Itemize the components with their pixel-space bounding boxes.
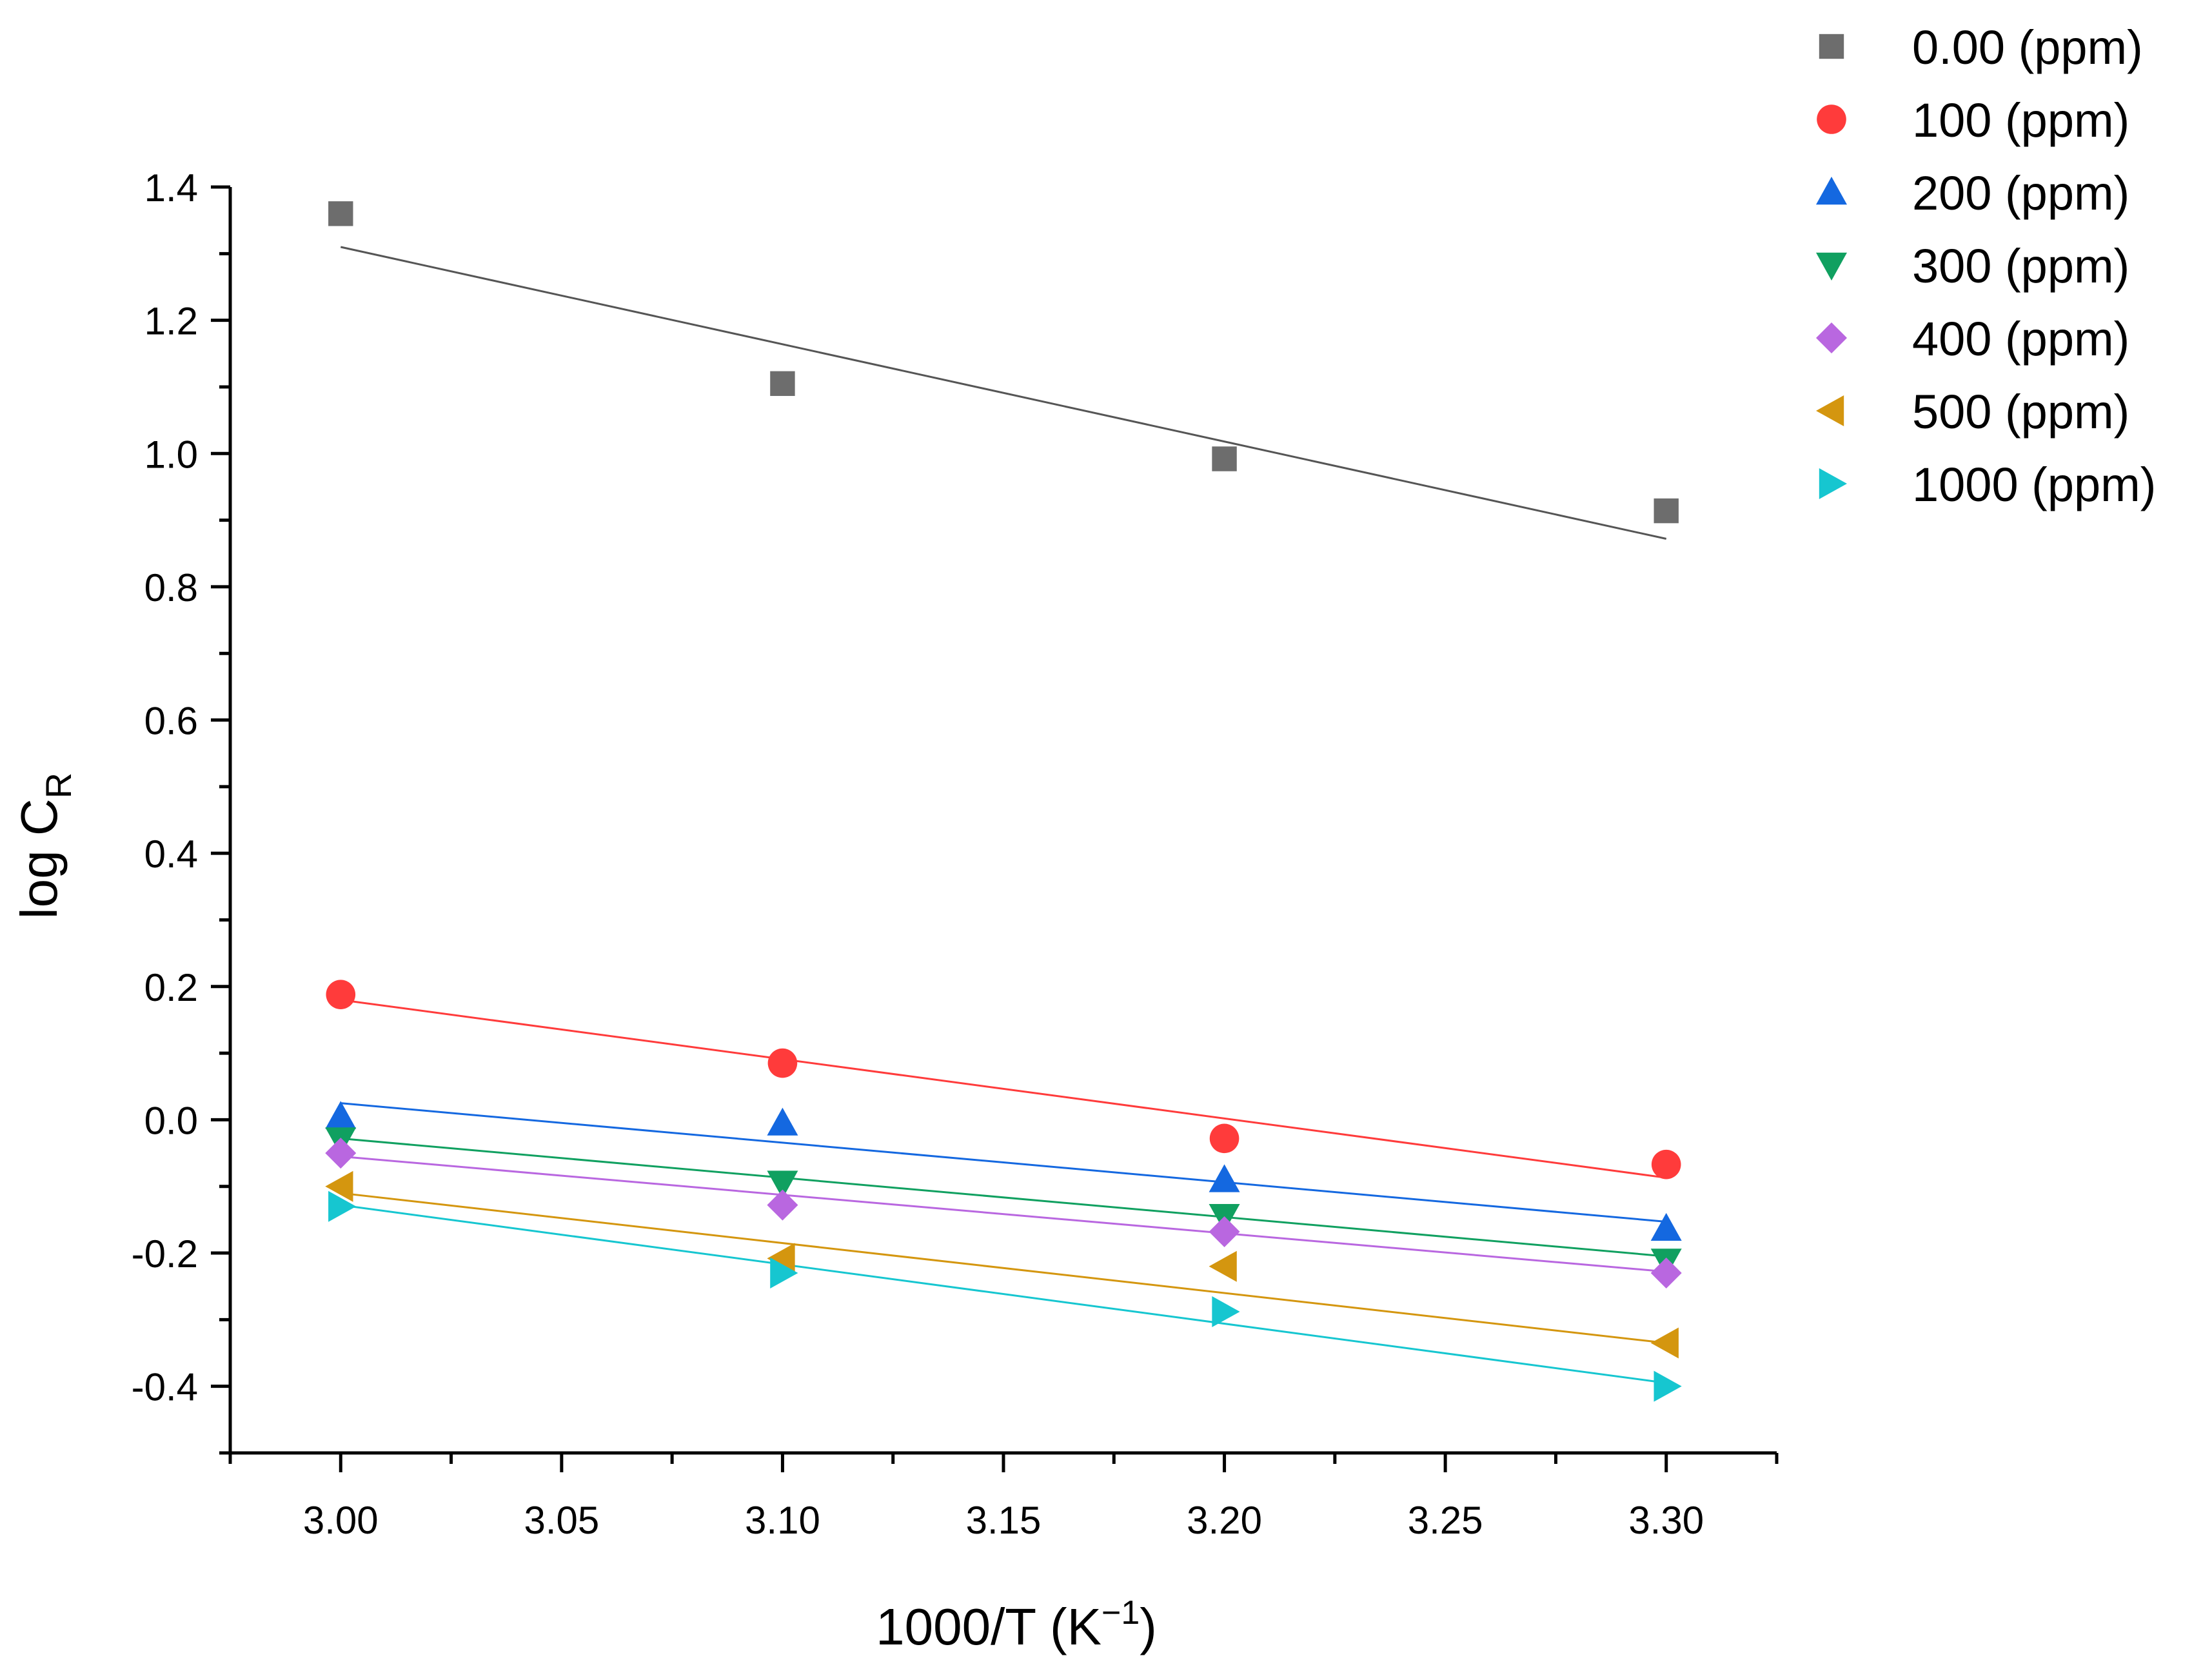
data-point-series-1 <box>767 1048 798 1078</box>
y-tick-label: -0.2 <box>132 1232 198 1276</box>
y-tick-label: 0.6 <box>144 700 198 743</box>
legend-marker <box>1816 322 1847 353</box>
data-point-series-0 <box>1212 446 1237 471</box>
data-point-series-4 <box>767 1189 798 1221</box>
legend-marker <box>1816 395 1844 426</box>
x-tick-label: 3.25 <box>1408 1499 1483 1542</box>
data-point-series-2 <box>325 1101 357 1129</box>
data-point-series-5 <box>767 1243 795 1274</box>
axes: 3.00 3.05 3.10 3.15 3.20 3.25 3.30 -0.4 -0.2 0.0 0… <box>10 166 1779 1655</box>
data-point-series-1 <box>1209 1123 1239 1154</box>
y-tick-label: -0.4 <box>132 1366 198 1409</box>
data-point-series-1 <box>326 980 356 1009</box>
y-axis-title: log CR <box>10 773 79 919</box>
data-point-series-6 <box>328 1190 357 1222</box>
data-point-series-0 <box>328 201 353 226</box>
legend-marker <box>1819 468 1847 499</box>
y-tick-label: 1.2 <box>144 300 198 343</box>
data-point-series-4 <box>1209 1216 1240 1247</box>
data-markers <box>325 201 1682 1402</box>
x-tick-label: 3.30 <box>1628 1499 1704 1542</box>
legend: 0.00 (ppm) 100 (ppm) 200 (ppm) 300 (ppm) 400… <box>1816 21 2156 511</box>
y-tick-label: 0.4 <box>144 833 198 876</box>
y-tick-label: 1.4 <box>144 166 198 210</box>
legend-label: 1000 (ppm) <box>1912 458 2156 511</box>
data-point-series-6 <box>1654 1370 1682 1402</box>
fit-line-series-2 <box>341 1102 1666 1223</box>
y-tick-label: 1.0 <box>144 433 198 476</box>
data-point-series-5 <box>1209 1250 1237 1282</box>
fit-line-series-4 <box>341 1155 1666 1273</box>
legend-label: 100 (ppm) <box>1912 94 2129 147</box>
x-tick-label: 3.15 <box>966 1499 1042 1542</box>
legend-marker <box>1819 34 1844 59</box>
data-point-series-2 <box>1209 1164 1240 1192</box>
x-tick-label: 3.00 <box>303 1499 379 1542</box>
fit-line-series-5 <box>341 1192 1666 1345</box>
legend-label: 300 (ppm) <box>1912 239 2129 293</box>
legend-label: 500 (ppm) <box>1912 385 2129 439</box>
fit-line-series-0 <box>340 246 1667 540</box>
data-point-series-6 <box>770 1258 798 1289</box>
x-axis-title: 1000/T (K−1) <box>876 1594 1157 1655</box>
legend-marker <box>1817 104 1846 134</box>
data-point-series-4 <box>1650 1258 1682 1289</box>
legend-label: 400 (ppm) <box>1912 312 2129 366</box>
x-tick-label: 3.10 <box>745 1499 820 1542</box>
data-point-series-5 <box>1650 1327 1679 1359</box>
data-point-series-2 <box>767 1107 798 1136</box>
data-point-series-5 <box>325 1170 353 1202</box>
fit-line-series-1 <box>341 998 1666 1179</box>
y-tick-label: 0.0 <box>144 1099 198 1142</box>
legend-marker <box>1816 177 1847 205</box>
data-point-series-0 <box>1654 498 1679 524</box>
legend-marker <box>1816 252 1847 281</box>
fit-line-series-6 <box>341 1204 1666 1385</box>
fit-lines <box>340 246 1667 1385</box>
legend-label: 200 (ppm) <box>1912 166 2129 220</box>
data-point-series-0 <box>770 371 795 396</box>
x-tick-label: 3.05 <box>524 1499 599 1542</box>
data-point-series-1 <box>1651 1149 1681 1179</box>
data-point-series-2 <box>1650 1212 1682 1241</box>
data-point-series-6 <box>1212 1296 1240 1327</box>
data-point-series-4 <box>325 1138 357 1169</box>
y-tick-label: 0.2 <box>144 966 198 1009</box>
data-point-series-3 <box>767 1170 798 1199</box>
x-tick-label: 3.20 <box>1187 1499 1262 1542</box>
y-tick-label: 0.8 <box>144 566 198 609</box>
fit-line-series-3 <box>341 1137 1666 1258</box>
legend-label: 0.00 (ppm) <box>1912 21 2143 74</box>
